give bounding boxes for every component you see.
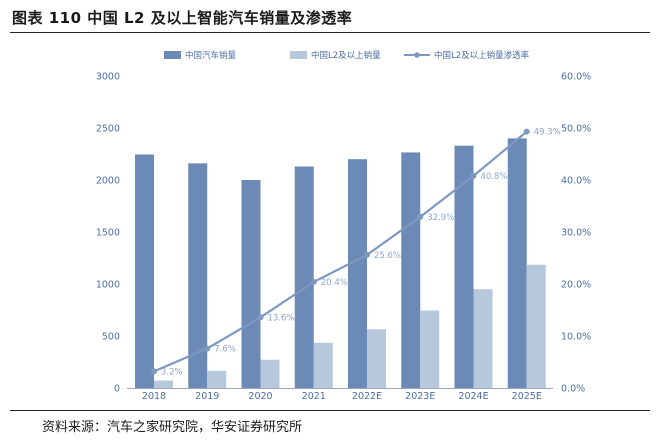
x-tick-label: 2019 [195, 391, 219, 402]
x-tick-label: 2024E [458, 391, 488, 402]
y-left-tick-label: 1000 [96, 280, 120, 291]
penetration-point [523, 128, 530, 135]
penetration-data-label: 20.4% [321, 278, 348, 288]
bar-l2-sales [526, 264, 546, 388]
bar-l2-sales [420, 310, 440, 388]
source-divider [10, 410, 650, 411]
y-right-tick-label: 60.0% [561, 72, 591, 83]
y-right-tick-label: 40.0% [561, 176, 591, 187]
penetration-point [417, 213, 424, 220]
penetration-data-label: 32.9% [427, 213, 454, 223]
penetration-data-label: 49.3% [534, 128, 561, 138]
penetration-point [364, 251, 370, 258]
penetration-line-path [153, 130, 528, 373]
bar-total-sales [135, 154, 154, 388]
penetration-point [257, 314, 264, 321]
figure-title: 图表 110 中国 L2 及以上智能汽车销量及渗透率 [12, 9, 353, 27]
y-right-tick-label: 0.0% [561, 384, 585, 395]
y-left-tick-label: 0 [114, 384, 120, 395]
y-left-tick-label: 2500 [96, 124, 120, 135]
x-tick-label: 2023E [405, 391, 435, 402]
bar-total-sales [188, 163, 208, 388]
x-tick-label: 2025E [512, 391, 542, 402]
penetration-point [470, 172, 477, 179]
x-tick-label: 2022E [352, 391, 382, 402]
y-right-tick-label: 10.0% [561, 332, 591, 343]
y-left-tick-label: 3000 [96, 72, 120, 83]
penetration-data-label: 40.8% [481, 172, 508, 182]
penetration-point [204, 345, 211, 352]
bar-total-sales [348, 159, 367, 388]
x-tick-label: 2018 [142, 391, 166, 402]
bar-total-sales [241, 180, 261, 388]
y-left-tick-label: 1500 [96, 228, 120, 239]
bar-total-sales [454, 145, 474, 388]
y-right-tick-label: 50.0% [561, 124, 591, 135]
penetration-line: 3.2% 7.6% 13.6% 20.4% 25.6% 32.9% 40.8% 49.3% [151, 128, 561, 377]
penetration-data-label: 13.6% [268, 313, 295, 323]
legend-label-total: 中国汽车销量 [185, 50, 237, 61]
bar-l2-sales [260, 359, 280, 388]
y-right-tick-label: 30.0% [561, 228, 591, 239]
bar-l2-sales [207, 370, 227, 388]
bars [135, 138, 546, 388]
x-tick-label: 2020 [248, 391, 272, 402]
title-divider [10, 32, 650, 33]
bar-total-sales [401, 152, 421, 388]
source-note: 资料来源：汽车之家研究院，华安证券研究所 [42, 420, 303, 435]
y-left-tick-label: 2000 [96, 176, 120, 187]
bar-total-sales [507, 138, 527, 388]
bar-l2-sales [313, 342, 333, 388]
legend: 中国汽车销量 中国L2及以上销量 中国L2及以上销量渗透率 [164, 50, 530, 61]
bar-l2-sales [367, 329, 386, 388]
legend-label-line: 中国L2及以上销量渗透率 [434, 50, 530, 61]
x-axis: 2018 2019 2020 2021 2022E 2023E 2024E 2025E [127, 388, 553, 402]
y-axis-left: 0 500 1000 1500 2000 2500 3000 [96, 72, 120, 395]
y-left-tick-label: 500 [102, 332, 120, 343]
legend-label-l2: 中国L2及以上销量 [311, 50, 381, 61]
y-axis-right: 0.0% 10.0% 20.0% 30.0% 40.0% 50.0% 60.0% [561, 72, 591, 395]
penetration-data-label: 3.2% [161, 367, 183, 377]
bar-l2-sales [473, 289, 493, 388]
penetration-data-label: 7.6% [214, 344, 236, 354]
legend-swatch-l2 [290, 51, 307, 59]
legend-swatch-total [164, 51, 181, 59]
legend-swatch-line-marker [414, 52, 420, 58]
y-right-tick-label: 20.0% [561, 280, 591, 291]
penetration-point [151, 368, 157, 375]
bar-l2-sales [154, 380, 173, 388]
x-tick-label: 2021 [302, 391, 326, 402]
penetration-data-label: 25.6% [374, 251, 401, 261]
bar-total-sales [294, 166, 314, 388]
penetration-point [310, 278, 317, 285]
